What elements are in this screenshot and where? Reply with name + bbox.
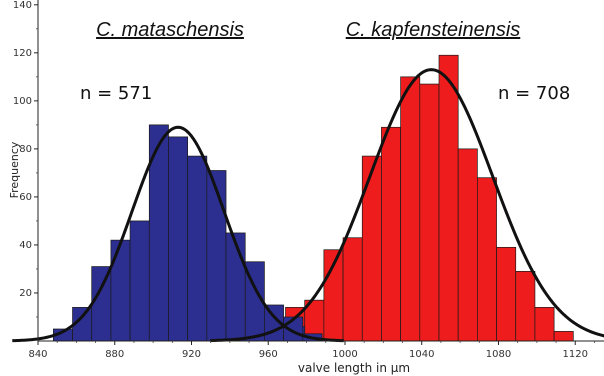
- bar-kapfensteinensis: [457, 148, 478, 342]
- x-ticks: 840 880 920 960 1000 1040 1080 1120: [28, 341, 595, 360]
- bar-mataschensis: [110, 239, 131, 342]
- x-tick-label: 960: [259, 349, 278, 360]
- bar-kapfensteinensis: [534, 307, 555, 342]
- bar-kapfensteinensis: [438, 54, 459, 342]
- bar-kapfensteinensis: [515, 271, 536, 342]
- bar-mataschensis: [129, 220, 150, 342]
- bar-kapfensteinensis: [400, 76, 421, 342]
- x-tick-label: 1000: [332, 349, 357, 360]
- bar-mataschensis: [168, 136, 189, 342]
- bar-mataschensis: [206, 170, 227, 342]
- bar-kapfensteinensis: [361, 155, 382, 342]
- x-tick-label: 1040: [409, 349, 434, 360]
- x-tick-label: 880: [105, 349, 124, 360]
- y-axis-label: Frequency: [8, 141, 21, 198]
- y-tick-label: 40: [19, 240, 32, 251]
- n-label-kapfensteinensis: n = 708: [498, 83, 570, 104]
- y-ticks: 20 40 60 80 100 120 140: [13, 0, 38, 318]
- x-axis-label: valve length in µm: [298, 361, 410, 375]
- bar-mataschensis: [225, 232, 246, 342]
- fit-curve-kapfensteinensis: [210, 68, 604, 343]
- axes-layer: [37, 0, 604, 342]
- bars-layer: [52, 54, 574, 342]
- bar-kapfensteinensis: [342, 237, 363, 342]
- x-tick-label: 1080: [486, 349, 511, 360]
- fit-curve-mataschensis: [12, 125, 344, 343]
- bar-kapfensteinensis: [553, 331, 574, 342]
- x-tick-label: 840: [28, 349, 47, 360]
- x-tick-label: 1120: [562, 349, 587, 360]
- bar-kapfensteinensis: [496, 246, 517, 342]
- y-tick-label: 140: [13, 0, 32, 11]
- bar-mataschensis: [187, 155, 208, 342]
- series-title-mataschensis: C. mataschensis: [96, 19, 244, 41]
- bar-kapfensteinensis: [381, 126, 401, 342]
- bar-mataschensis: [91, 266, 112, 342]
- n-label-mataschensis: n = 571: [80, 83, 152, 104]
- y-tick-label: 80: [19, 144, 32, 155]
- y-tick-label: 100: [13, 96, 32, 107]
- bar-kapfensteinensis: [477, 177, 497, 342]
- bar-kapfensteinensis: [419, 83, 440, 342]
- y-tick-label: 20: [19, 288, 32, 299]
- x-tick-label: 920: [182, 349, 201, 360]
- fit-curves-layer: [12, 68, 604, 343]
- y-tick-label: 60: [19, 192, 32, 203]
- y-tick-label: 120: [13, 48, 32, 59]
- series-title-kapfensteinensis: C. kapfensteinensis: [346, 19, 521, 41]
